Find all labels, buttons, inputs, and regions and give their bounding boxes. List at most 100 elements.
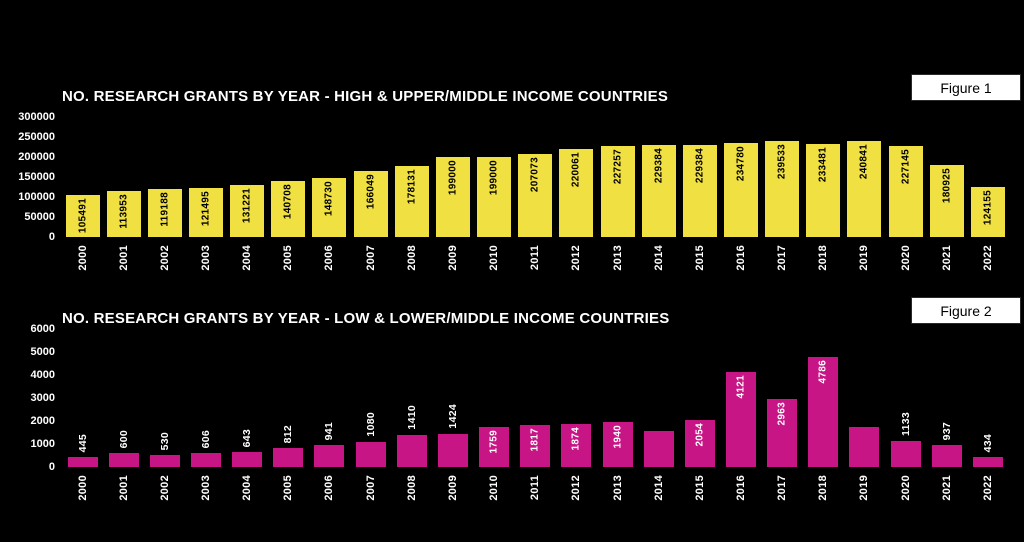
x-axis-label-anchor: 2002	[144, 475, 185, 509]
bar	[191, 453, 222, 467]
year-label: 2011	[529, 245, 542, 271]
bar-value-label: 1424	[446, 404, 459, 429]
bar-value-label: 207073	[529, 157, 541, 193]
bar-value-label: 229384	[694, 148, 706, 184]
x-axis-label-anchor: 2006	[309, 475, 350, 509]
bar	[273, 448, 304, 467]
bar: 233481	[806, 144, 841, 237]
x-axis-label-anchor: 2001	[103, 475, 144, 509]
bar: 105491	[65, 195, 100, 237]
bar	[972, 457, 1003, 467]
bar-value-label: 941	[323, 421, 336, 440]
y-tick-label: 3000	[30, 392, 55, 404]
bar-value-label-anchor: 606	[191, 0, 221, 448]
bar-value-label-anchor: 445	[68, 0, 98, 452]
x-axis-label-anchor: 2013	[597, 475, 638, 509]
bar: 229384	[641, 145, 676, 237]
bar-value-label: 812	[282, 424, 295, 443]
bar-value-label-anchor: 937	[932, 0, 962, 440]
bar	[931, 445, 962, 467]
year-label: 2003	[200, 475, 212, 501]
figure2-title: NO. RESEARCH GRANTS BY YEAR - LOW & LOWE…	[62, 310, 670, 327]
y-tick-label: 0	[48, 231, 55, 243]
figure2-badge: Figure 2	[911, 297, 1021, 324]
bar: 1940	[602, 422, 633, 467]
bar: 113953	[106, 191, 141, 237]
bar-value-label-anchor: 600	[109, 0, 139, 448]
year-label: 2014	[652, 245, 665, 271]
bar: 207073	[518, 154, 553, 237]
bar: 4121	[725, 372, 756, 467]
x-axis-label-anchor: 2017	[762, 245, 803, 279]
bar: 119188	[147, 189, 182, 237]
bar	[437, 434, 468, 467]
bar-value-label: 233481	[817, 147, 829, 183]
year-label: 2007	[364, 475, 377, 501]
year-label: 2013	[611, 245, 624, 271]
bar-value-label: 239533	[776, 144, 788, 180]
bar-value-label: 1817	[529, 428, 541, 452]
year-label: 2012	[570, 475, 583, 501]
bar-value-label: 937	[940, 421, 953, 440]
bar-value-label: 434	[981, 433, 994, 452]
figure2-badge-label: Figure 2	[940, 302, 992, 319]
year-label: 2018	[817, 245, 830, 271]
bar-value-label-anchor: 1080	[356, 0, 386, 437]
bar: 131221	[230, 185, 265, 237]
year-label: 2010	[488, 475, 501, 501]
x-axis-label-anchor: 2010	[474, 475, 515, 509]
x-axis-label-anchor: 2007	[350, 475, 391, 509]
bar-value-label: 220061	[570, 152, 582, 188]
bar-value-label: 229384	[653, 148, 665, 184]
bar: 2054	[684, 420, 715, 467]
year-label: 2016	[734, 475, 747, 501]
bar: 227257	[600, 146, 635, 237]
bar: 4786	[808, 357, 839, 467]
x-axis-label-anchor: 2018	[803, 245, 844, 279]
x-axis-label-anchor: 2010	[474, 245, 515, 279]
bar-value-label-anchor: 434	[973, 0, 1003, 452]
y-tick-label: 1000	[30, 438, 55, 450]
year-label: 2022	[981, 475, 994, 501]
bar: 124155	[970, 187, 1005, 237]
x-axis-label-anchor: 2022	[967, 475, 1008, 509]
bar-value-label: 2054	[694, 423, 706, 447]
bar-value-label: 4786	[817, 360, 829, 384]
y-tick-label: 6000	[30, 323, 55, 335]
year-label: 2019	[858, 475, 871, 501]
bar-value-label: 600	[117, 429, 130, 448]
year-label: 2017	[776, 475, 789, 501]
year-label: 2015	[693, 475, 706, 501]
bar-value-label-anchor: 530	[150, 0, 180, 450]
y-tick-label: 0	[48, 461, 55, 473]
bar: 220061	[559, 149, 594, 237]
bar-value-label-anchor: 1424	[438, 0, 468, 429]
x-axis-label-anchor: 2020	[885, 475, 926, 509]
bar-value-label: 199000	[488, 160, 500, 196]
bar-value-label: 445	[76, 433, 89, 452]
year-label: 2008	[405, 475, 418, 501]
bar: 240841	[847, 141, 882, 237]
bar-value-label: 606	[200, 429, 213, 448]
bar-value-label: 240841	[858, 144, 870, 180]
bar: 140708	[271, 181, 306, 237]
bar-value-label: 530	[158, 431, 171, 450]
figure1-badge: Figure 1	[911, 74, 1021, 101]
bar-value-label: 2963	[776, 402, 788, 426]
x-axis-label-anchor: 2014	[638, 475, 679, 509]
x-axis-label-anchor: 2018	[803, 475, 844, 509]
x-axis-label-anchor: 2013	[597, 245, 638, 279]
bar-value-label: 643	[241, 428, 254, 447]
y-tick-label: 150000	[18, 171, 55, 183]
bar: 234780	[723, 143, 758, 237]
x-axis-label-anchor: 2016	[720, 475, 761, 509]
year-label: 2020	[899, 475, 912, 501]
year-label: 2006	[323, 475, 336, 501]
year-label: 2021	[940, 475, 953, 501]
bar	[849, 427, 880, 467]
year-label: 2000	[76, 475, 89, 501]
y-tick-label: 200000	[18, 151, 55, 163]
bar-value-label: 1410	[405, 405, 418, 430]
bar: 229384	[682, 145, 717, 237]
bar	[67, 457, 98, 467]
